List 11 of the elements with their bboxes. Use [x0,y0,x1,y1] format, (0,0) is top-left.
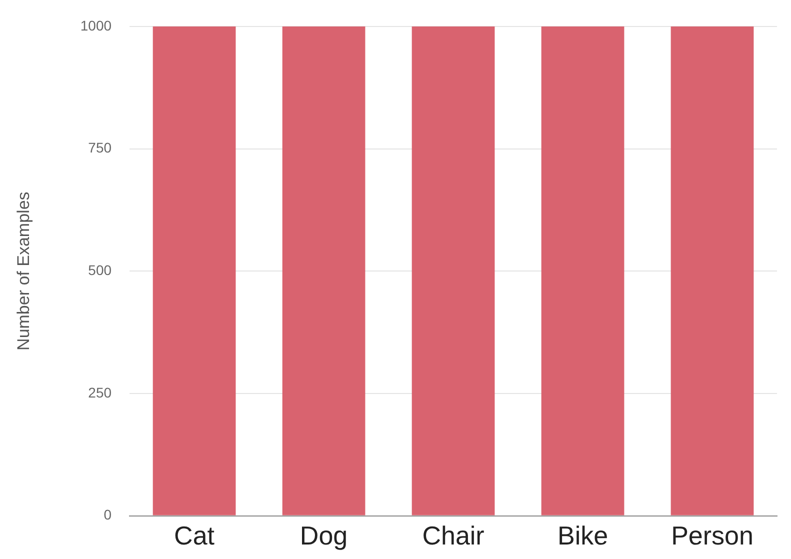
y-axis-title: Number of Examples [14,192,33,350]
x-tick-label: Dog [300,520,348,551]
y-tick-label: 750 [88,140,112,156]
y-tick-label: 500 [88,262,112,278]
x-tick-label: Chair [422,520,485,551]
y-tick-label: 250 [88,384,112,400]
x-tick-label: Bike [557,520,608,551]
y-tick-label: 1000 [80,17,112,34]
y-tick-label: 0 [104,506,112,523]
x-tick-label: Person [671,520,754,551]
x-tick-label: Cat [174,520,216,551]
